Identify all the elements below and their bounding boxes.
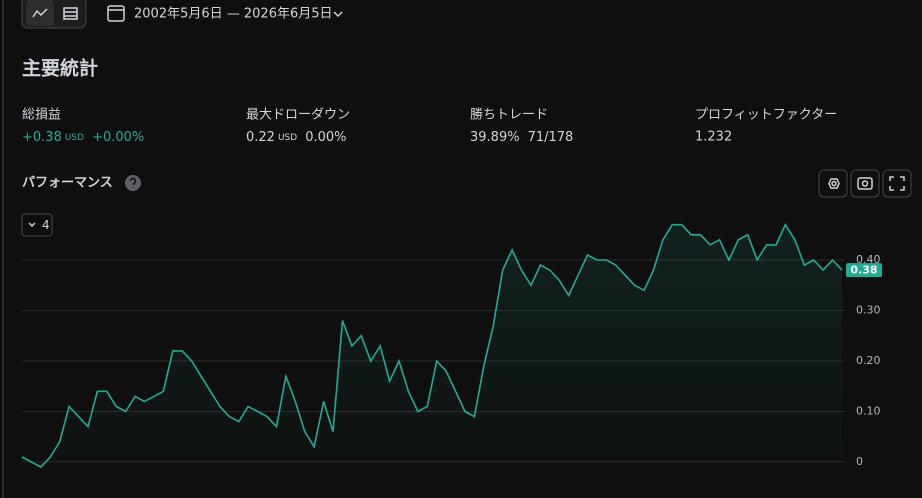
stat-unit: USD <box>65 133 84 143</box>
svg-text:39.89%71/178: 39.89% 71/178 <box>470 130 573 145</box>
equity-line <box>21 223 843 469</box>
fullscreen-button[interactable] <box>882 169 912 198</box>
stat-value: +0.38 <box>22 130 62 145</box>
calendar-icon <box>107 5 125 22</box>
help-icon[interactable] <box>125 175 141 191</box>
plot: 0 0.10 0.20 0.30 0.400.38 <box>21 223 882 469</box>
settings-icon-center <box>831 180 837 187</box>
section-title: 主要統計 <box>22 57 98 80</box>
y-tick-label: 0.40 <box>856 253 881 266</box>
stat-value: 0.22 <box>246 130 275 145</box>
settings-icon <box>828 178 840 189</box>
stat-label: 勝ちトレード <box>470 108 548 123</box>
camera-lens <box>861 180 869 187</box>
help-glyph <box>129 177 137 188</box>
y-tick-label: 0.20 <box>856 354 881 367</box>
chart-icon <box>32 8 48 18</box>
stat-label: 総損益 <box>22 108 61 123</box>
stat-percent: +0.00% <box>92 130 144 145</box>
y-tick-label: 0 <box>856 455 863 468</box>
stat-label: プロフィットファクター <box>695 108 837 123</box>
date-range[interactable]: 2002年5月6日 — 2026年6月5日 <box>134 7 333 22</box>
camera-icon <box>857 177 873 190</box>
stat-value: 1.232 <box>695 130 732 145</box>
area <box>22 224 842 468</box>
series-selector-icon <box>28 222 36 228</box>
stat-label: 最大ドローダウン <box>246 108 350 123</box>
series-selector-value[interactable]: 4 <box>42 218 50 232</box>
table-icon[interactable] <box>63 7 78 20</box>
stat-percent: 0.00% <box>305 130 346 145</box>
stat-value: 39.89% <box>470 130 520 145</box>
fullscreen-icon <box>889 176 905 191</box>
settings-button[interactable] <box>818 169 848 198</box>
series-selector[interactable] <box>21 213 53 237</box>
stat-unit: USD <box>278 133 297 143</box>
stat-detail: 71/178 <box>528 130 574 145</box>
snapshot-button[interactable] <box>850 169 880 198</box>
last-value-label: 0.38 <box>850 264 877 277</box>
last-value-badge <box>846 263 882 278</box>
performance-title: パフォーマンス <box>22 176 113 191</box>
y-tick-label: 0.30 <box>856 304 881 317</box>
date-dropdown-icon[interactable] <box>333 11 343 18</box>
y-tick-label: 0.10 <box>856 405 881 418</box>
